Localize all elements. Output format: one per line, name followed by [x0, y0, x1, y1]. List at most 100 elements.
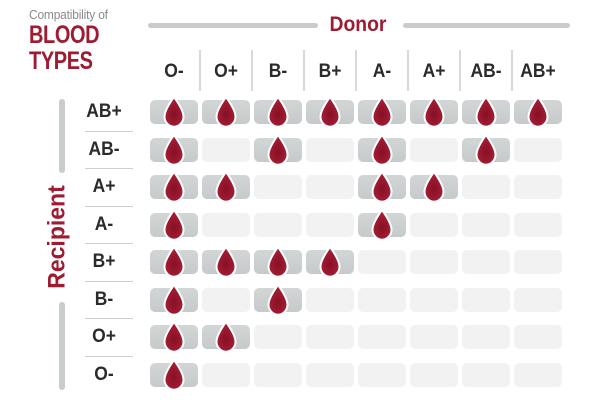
matrix-cell-O+-from-AB+ — [514, 325, 562, 349]
blood-drop-icon — [163, 283, 185, 316]
recipient-row-label-AB-: AB- — [88, 138, 120, 160]
column-divider — [303, 50, 305, 91]
row-divider — [85, 168, 133, 169]
blood-drop-icon — [163, 133, 185, 166]
matrix-cell-A--from-AB+ — [514, 212, 562, 237]
blood-drop-icon — [527, 96, 549, 128]
blood-drop-icon — [267, 246, 289, 278]
matrix-cell-AB--from-B- — [254, 133, 302, 166]
donor-column-label-O+: O+ — [214, 61, 238, 82]
matrix-cell-B+-from-AB- — [462, 250, 510, 274]
matrix-cell-B--from-O+ — [202, 287, 250, 312]
matrix-cell-A--from-AB- — [462, 212, 510, 237]
donor-column-label-O-: O- — [164, 61, 184, 82]
matrix-cell-O+-from-A+ — [410, 325, 458, 349]
title-line1: BLOOD — [29, 21, 100, 49]
matrix-cell-A--from-A+ — [410, 212, 458, 237]
matrix-cell-A+-from-B+ — [306, 175, 354, 199]
blood-drop-icon — [163, 246, 185, 278]
matrix-cell-O+-from-A- — [358, 325, 406, 349]
matrix-cell-AB--from-O+ — [202, 137, 250, 162]
matrix-cell-O+-from-O- — [150, 321, 198, 353]
matrix-cell-AB+-from-B+ — [306, 96, 354, 128]
blood-drop-icon — [215, 321, 237, 353]
recipient-divider-bottom — [59, 302, 65, 390]
matrix-cell-O--from-AB- — [462, 362, 510, 387]
matrix-cell-O--from-B+ — [306, 362, 354, 387]
matrix-cell-B--from-B+ — [306, 287, 354, 312]
matrix-cell-AB+-from-O+ — [202, 96, 250, 128]
matrix-cell-O+-from-B+ — [306, 325, 354, 349]
column-divider — [511, 50, 513, 91]
blood-drop-icon — [371, 208, 393, 241]
recipient-row-label-A-: A- — [94, 213, 114, 235]
matrix-cell-AB--from-AB+ — [514, 137, 562, 162]
blood-drop-icon — [163, 358, 185, 391]
matrix-cell-A--from-B- — [254, 212, 302, 237]
column-divider — [407, 50, 409, 91]
title-line2: TYPES — [29, 47, 93, 75]
donor-column-label-A-: A- — [372, 61, 392, 82]
matrix-cell-A+-from-B- — [254, 175, 302, 199]
donor-divider-right — [403, 23, 570, 28]
matrix-cell-B+-from-AB+ — [514, 250, 562, 274]
blood-drop-icon — [371, 133, 393, 166]
matrix-cell-AB+-from-AB- — [462, 96, 510, 128]
donor-column-label-AB+: AB+ — [520, 61, 556, 82]
matrix-cell-B+-from-O- — [150, 246, 198, 278]
matrix-cell-B--from-AB+ — [514, 287, 562, 312]
recipient-divider-top — [59, 99, 65, 173]
matrix-cell-AB+-from-A- — [358, 96, 406, 128]
matrix-cell-AB--from-O- — [150, 133, 198, 166]
blood-drop-icon — [319, 96, 341, 128]
donor-axis-label: Donor — [329, 13, 387, 36]
recipient-row-label-B-: B- — [94, 288, 114, 310]
donor-column-label-A+: A+ — [422, 61, 446, 82]
row-divider — [85, 243, 133, 244]
recipient-row-label-A+: A+ — [92, 176, 116, 197]
matrix-cell-A+-from-A- — [358, 171, 406, 203]
matrix-cell-B--from-A- — [358, 287, 406, 312]
title-block: Compatibility of BLOOD TYPES — [29, 7, 117, 74]
blood-drop-icon — [163, 208, 185, 241]
matrix-cell-A+-from-AB- — [462, 175, 510, 199]
matrix-cell-B--from-AB- — [462, 287, 510, 312]
matrix-cell-A--from-B+ — [306, 212, 354, 237]
matrix-cell-B--from-B- — [254, 283, 302, 316]
recipient-row-label-B+: B+ — [92, 251, 116, 272]
matrix-cell-B--from-A+ — [410, 287, 458, 312]
matrix-cell-O--from-O+ — [202, 362, 250, 387]
donor-column-label-AB-: AB- — [470, 61, 502, 82]
row-divider — [85, 130, 133, 132]
matrix-cell-O+-from-AB- — [462, 325, 510, 349]
blood-drop-icon — [423, 96, 445, 128]
donor-column-label-B+: B+ — [318, 61, 342, 82]
matrix-cell-B+-from-A- — [358, 250, 406, 274]
column-divider — [199, 50, 201, 91]
donor-divider-left — [148, 23, 318, 28]
row-divider — [85, 280, 133, 282]
matrix-cell-O--from-A+ — [410, 362, 458, 387]
matrix-cell-O--from-AB+ — [514, 362, 562, 387]
blood-drop-icon — [215, 171, 237, 203]
column-divider — [355, 50, 357, 91]
matrix-cell-A--from-O- — [150, 208, 198, 241]
matrix-cell-O--from-A- — [358, 362, 406, 387]
column-divider — [459, 50, 461, 91]
matrix-cell-AB+-from-AB+ — [514, 96, 562, 128]
matrix-cell-B+-from-B- — [254, 246, 302, 278]
blood-drop-icon — [371, 171, 393, 203]
matrix-cell-A+-from-O+ — [202, 171, 250, 203]
matrix-cell-O--from-B- — [254, 362, 302, 387]
matrix-cell-B--from-O- — [150, 283, 198, 316]
matrix-cell-O+-from-O+ — [202, 321, 250, 353]
blood-drop-icon — [423, 171, 445, 203]
row-divider — [85, 318, 133, 319]
blood-drop-icon — [267, 133, 289, 166]
matrix-cell-A+-from-O- — [150, 171, 198, 203]
matrix-cell-A--from-O+ — [202, 212, 250, 237]
recipient-row-label-O-: O- — [94, 363, 114, 385]
row-divider — [85, 355, 133, 357]
